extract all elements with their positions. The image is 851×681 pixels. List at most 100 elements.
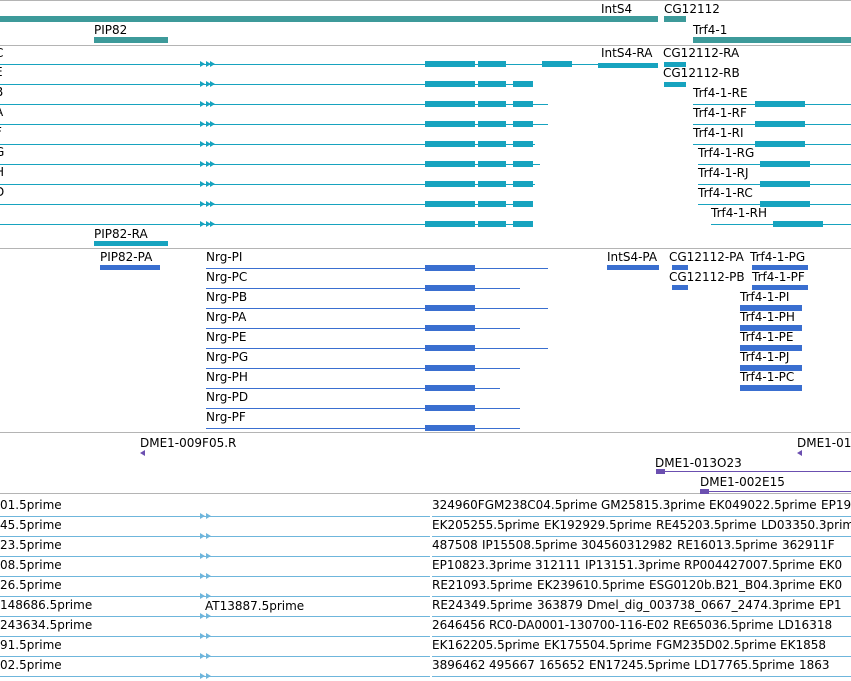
protein-trf4[interactable]: [740, 385, 802, 391]
transcript-label-trf4: Trf4-1-RI: [693, 126, 744, 140]
protein-line[interactable]: [206, 388, 500, 389]
est-label: LD17765.5prime: [694, 658, 795, 672]
transcript-ints4-ra[interactable]: [598, 63, 658, 68]
transcript-label-cut: A: [0, 105, 3, 119]
protein-line[interactable]: [206, 308, 548, 309]
est-label: LD16318: [778, 618, 833, 632]
strand-arrow: [210, 141, 215, 147]
protein-line[interactable]: [206, 348, 548, 349]
est-line[interactable]: [0, 556, 430, 557]
protein-label-ints4-pa: IntS4-PA: [607, 250, 658, 264]
protein-cg12112-pb[interactable]: [672, 285, 688, 290]
est-line[interactable]: [432, 516, 851, 517]
est-line[interactable]: [0, 636, 430, 637]
est-label: EK162205.5prime: [432, 638, 540, 652]
est-label: 304560312982: [581, 538, 673, 552]
cds-block: [425, 345, 475, 351]
gene-span-nrg[interactable]: [0, 16, 598, 22]
transcript-cg12112-ra[interactable]: [664, 62, 686, 67]
clone-dme1-01[interactable]: [797, 450, 802, 456]
protein-line[interactable]: [206, 408, 520, 409]
est-label: IP15508.5prime: [482, 538, 578, 552]
strand-arrow: [200, 553, 205, 559]
transcript-line[interactable]: [0, 84, 520, 85]
protein-label-cg12112-pb: CG12112-PB: [669, 270, 745, 284]
protein-pip82-pa[interactable]: [100, 265, 160, 270]
strand-arrow: [200, 81, 205, 87]
est-line[interactable]: [432, 596, 851, 597]
protein-trf4[interactable]: [740, 305, 802, 311]
exon: [425, 201, 475, 207]
gene-label-trf4-1: Trf4-1: [693, 23, 728, 37]
protein-trf4[interactable]: [740, 365, 802, 371]
protein-trf4[interactable]: [740, 325, 802, 331]
exon: [425, 181, 475, 187]
transcript-line[interactable]: [0, 164, 540, 165]
gene-span-pip82[interactable]: [94, 37, 168, 43]
protein-cg12112-pa[interactable]: [672, 265, 688, 270]
strand-arrow: [206, 593, 211, 599]
protein-line[interactable]: [206, 268, 548, 269]
protein-label-nrg: Nrg-PB: [206, 290, 248, 304]
est-line[interactable]: [0, 616, 430, 617]
est-line[interactable]: [432, 616, 851, 617]
strand-arrow: [200, 121, 205, 127]
est-label: GM25815.3prime: [601, 498, 706, 512]
est-label: EK049022.5prime: [709, 498, 817, 512]
strand-arrow: [200, 613, 205, 619]
protein-line[interactable]: [206, 328, 520, 329]
transcript-line[interactable]: [0, 204, 530, 205]
protein-line[interactable]: [206, 288, 520, 289]
protein-trf4[interactable]: [740, 345, 802, 351]
est-label: 23.5prime: [0, 538, 62, 552]
transcript-line[interactable]: [0, 184, 535, 185]
protein-ints4-pa[interactable]: [607, 265, 659, 270]
transcript-cg12112-rb[interactable]: [664, 82, 686, 87]
est-label: EP10823.3prime: [432, 558, 532, 572]
est-line[interactable]: [0, 516, 430, 517]
transcript-line[interactable]: [0, 224, 528, 225]
est-label: LD03350.3prime: [761, 518, 851, 532]
strand-arrow: [200, 673, 205, 679]
est-line[interactable]: [0, 576, 430, 577]
clone-dme1-013o23[interactable]: [656, 471, 851, 472]
protein-label-trf4: Trf4-1-PE: [740, 330, 794, 344]
est-line[interactable]: [432, 576, 851, 577]
est-label: 08.5prime: [0, 558, 62, 572]
est-line[interactable]: [432, 676, 851, 677]
strand-arrow: [206, 61, 211, 67]
exon: [425, 121, 475, 127]
protein-line[interactable]: [206, 368, 520, 369]
protein-line[interactable]: [206, 428, 520, 429]
transcript-label-trf4: Trf4-1-RC: [698, 186, 753, 200]
est-line[interactable]: [0, 676, 430, 677]
protein-trf4-pg[interactable]: [752, 265, 808, 270]
est-line[interactable]: [0, 536, 430, 537]
strand-arrow: [206, 161, 211, 167]
cds-block: [425, 385, 475, 391]
est-line[interactable]: [0, 596, 430, 597]
gene-span-cg12112[interactable]: [664, 16, 686, 22]
gene-span-trf4-1[interactable]: [693, 37, 851, 43]
est-line[interactable]: [432, 556, 851, 557]
transcript-line[interactable]: [0, 104, 548, 105]
transcript-line[interactable]: [0, 124, 548, 125]
clone-dme1-002e15[interactable]: [700, 491, 851, 492]
est-line[interactable]: [0, 656, 430, 657]
transcript-pip82-ra[interactable]: [94, 241, 168, 246]
exon: [425, 161, 475, 167]
est-line[interactable]: [432, 536, 851, 537]
transcript-line[interactable]: [0, 144, 535, 145]
protein-trf4-pf[interactable]: [752, 285, 808, 290]
est-label: 45.5prime: [0, 518, 62, 532]
clone-dme1-009f05[interactable]: [140, 450, 145, 456]
exon: [478, 61, 506, 67]
transcript-line[interactable]: [0, 64, 598, 65]
est-line[interactable]: [432, 656, 851, 657]
est-line[interactable]: [432, 636, 851, 637]
est-label: 495667: [489, 658, 535, 672]
strand-arrow: [200, 221, 205, 227]
est-label: RE21093.5prime: [432, 578, 533, 592]
gene-span-ints4[interactable]: [598, 16, 658, 22]
